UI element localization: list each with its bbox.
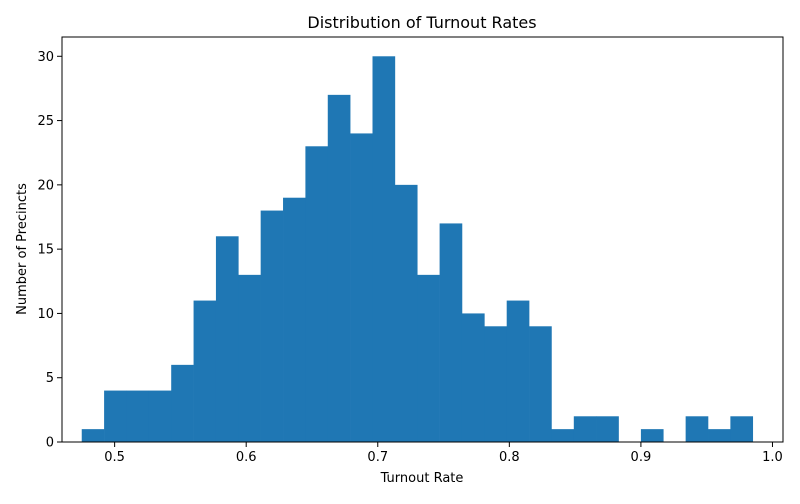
histogram-bar [394,184,418,442]
y-axis-label: Number of Precincts [15,183,30,315]
x-tick-label: 0.8 [499,450,520,465]
histogram-bar [417,274,440,442]
histogram-bar [484,326,508,442]
y-tick-label: 5 [46,371,54,386]
histogram-bar [104,390,127,442]
histogram-bar [193,300,217,442]
y-tick-label: 15 [37,243,54,258]
histogram-bar [372,56,396,443]
histogram-bar [327,94,351,442]
histogram-bar [439,223,463,442]
histogram-bar [529,326,552,442]
y-tick-label: 30 [37,50,54,65]
histogram-bar [596,416,619,442]
x-axis-ticks: 0.5 0.6 0.7 0.8 0.9 1.0 [104,442,783,465]
y-axis-ticks: 0 5 10 15 20 25 30 [37,50,62,451]
histogram-bar [685,416,709,442]
histogram-bar [238,274,261,442]
histogram-bar [730,416,754,442]
histogram-bar [640,429,664,442]
histogram-bar [350,133,373,442]
x-tick-label: 0.7 [367,450,388,465]
plot-frame [61,36,784,443]
histogram-bar [283,197,306,442]
y-tick-label: 20 [37,178,54,193]
histogram-bar [148,390,172,442]
y-tick-label: 10 [37,307,54,322]
x-tick-label: 1.0 [762,450,783,465]
x-tick-label: 0.6 [236,450,257,465]
histogram-bar [551,429,575,442]
histogram-bar [305,146,329,443]
histogram-bar [506,300,530,442]
histogram-bar [215,236,239,442]
x-tick-label: 0.5 [104,450,125,465]
histogram-bar [708,429,731,442]
histogram-bar [126,390,150,442]
x-axis-label: Turnout Rate [380,471,464,486]
chart-title: Distribution of Turnout Rates [307,13,536,32]
histogram-bar [171,364,194,442]
y-tick-label: 0 [46,436,54,451]
x-tick-label: 0.9 [631,450,652,465]
y-tick-label: 25 [37,114,54,129]
bars-group [81,56,754,443]
histogram-bar [260,210,284,442]
histogram-bar [573,416,597,442]
histogram-bar [461,313,485,442]
histogram-bar [81,429,105,442]
